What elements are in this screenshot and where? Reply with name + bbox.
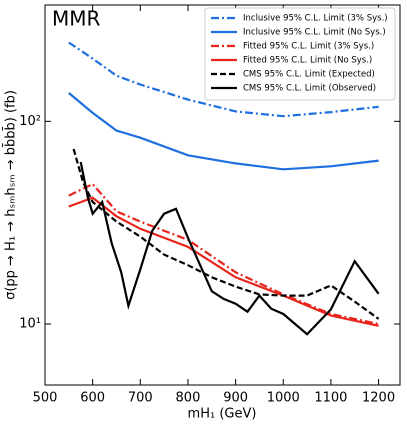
x-tick-label: 1000 bbox=[267, 391, 300, 406]
x-tick-label: 500 bbox=[33, 391, 58, 406]
plot-frame bbox=[44, 4, 401, 386]
line bbox=[72, 148, 380, 320]
line bbox=[68, 92, 379, 171]
legend-box bbox=[204, 7, 396, 101]
x-tick-label: 600 bbox=[80, 391, 105, 406]
legend: Inclusive 95% C.L. Limit (3% Sys.) Inclus… bbox=[204, 7, 396, 101]
x-tick-label: 900 bbox=[223, 391, 248, 406]
legend-label: Inclusive 95% C.L. Limit (3% Sys.) bbox=[243, 14, 388, 24]
y-axis-label: σ(pp → H₁ → hₛₘhₛₘ → bb̄bb̄) (fb) bbox=[3, 90, 18, 300]
legend-label: CMS 95% C.L. Limit (Observed) bbox=[243, 84, 376, 94]
x-tick-label: 1100 bbox=[314, 391, 347, 406]
legend-label: Fitted 95% C.L. Limit (3% Sys.) bbox=[243, 42, 374, 52]
legend-label: Fitted 95% C.L. Limit (No Sys.) bbox=[243, 56, 372, 66]
line bbox=[79, 161, 380, 336]
annotation: MMR bbox=[52, 7, 101, 31]
y-tick-label: 10¹ bbox=[19, 316, 41, 331]
line bbox=[68, 41, 379, 118]
x-tick-label: 800 bbox=[176, 391, 201, 406]
x-axis-label: mH₁ (GeV) bbox=[188, 407, 257, 422]
legend-label: Inclusive 95% C.L. Limit (No Sys.) bbox=[243, 28, 386, 38]
legend-label: CMS 95% C.L. Limit (Expected) bbox=[243, 70, 375, 80]
x-tick-label: 700 bbox=[128, 391, 153, 406]
x-tick-label: 1200 bbox=[362, 391, 395, 406]
y-tick-label: 10² bbox=[19, 114, 41, 129]
